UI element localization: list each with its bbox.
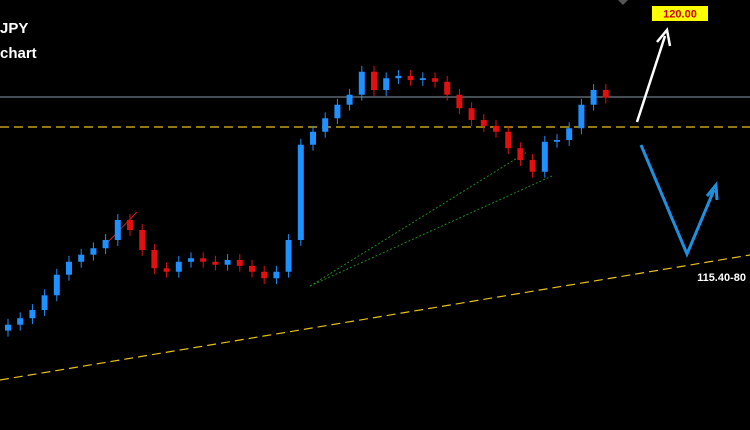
candle-body (371, 71, 377, 90)
candle-body (554, 140, 560, 142)
candle-body (224, 260, 231, 265)
chart-title: JPY (0, 20, 28, 37)
candle-body (468, 108, 475, 120)
candle-body (529, 160, 536, 172)
candle-body (200, 258, 207, 262)
candle-body (261, 271, 268, 279)
candle-body (407, 75, 414, 80)
fan-line (309, 175, 553, 287)
candle-body (151, 250, 158, 269)
path-arrow (639, 144, 719, 258)
candle-body (78, 254, 85, 262)
candle-body (505, 131, 512, 149)
candle-body (273, 271, 280, 279)
candle-body (517, 148, 524, 160)
candle-body (395, 75, 402, 79)
candle-body (249, 265, 255, 272)
candle-body (5, 324, 11, 331)
candle-body (480, 120, 487, 126)
target-box (652, 6, 708, 21)
trend-line (0, 254, 750, 381)
chart-subtitle: chart (0, 45, 37, 62)
candle-body (432, 78, 438, 82)
candle-body (590, 90, 597, 105)
candle-body (358, 71, 365, 95)
candles (5, 65, 609, 337)
candle-body (90, 248, 97, 255)
fan-line (309, 151, 528, 287)
support-label: 115.40-80 (697, 272, 746, 284)
candle-body (297, 144, 304, 240)
candle-body (566, 128, 573, 140)
candle-body (310, 131, 316, 145)
candle-body (175, 261, 182, 272)
target-label: 120.00 (663, 9, 697, 21)
candle-body (419, 78, 426, 80)
fan-line (107, 211, 138, 243)
up-arrow (635, 27, 672, 123)
candle-body (139, 230, 146, 250)
candle-body (334, 104, 341, 119)
candle-body (163, 268, 170, 272)
marker (618, 0, 628, 5)
candle-body (114, 220, 121, 240)
candle-body (456, 94, 463, 109)
candle-body (444, 81, 451, 95)
candle-body (41, 295, 48, 310)
candle-body (29, 310, 36, 319)
candle-body (17, 318, 24, 325)
candle-body (322, 118, 329, 132)
candle-body (127, 220, 133, 230)
candle-body (493, 125, 499, 132)
candle-body (53, 274, 60, 296)
candle-body (383, 78, 390, 90)
candle-body (212, 261, 219, 265)
candle-body (102, 240, 109, 249)
candle-body (236, 260, 243, 266)
candle-body (285, 240, 292, 272)
candle-body (188, 258, 194, 262)
candle-body (578, 104, 585, 129)
candle-body (602, 90, 609, 98)
candle-body (541, 141, 548, 172)
candle-body (346, 94, 353, 105)
candle-body (66, 261, 72, 275)
